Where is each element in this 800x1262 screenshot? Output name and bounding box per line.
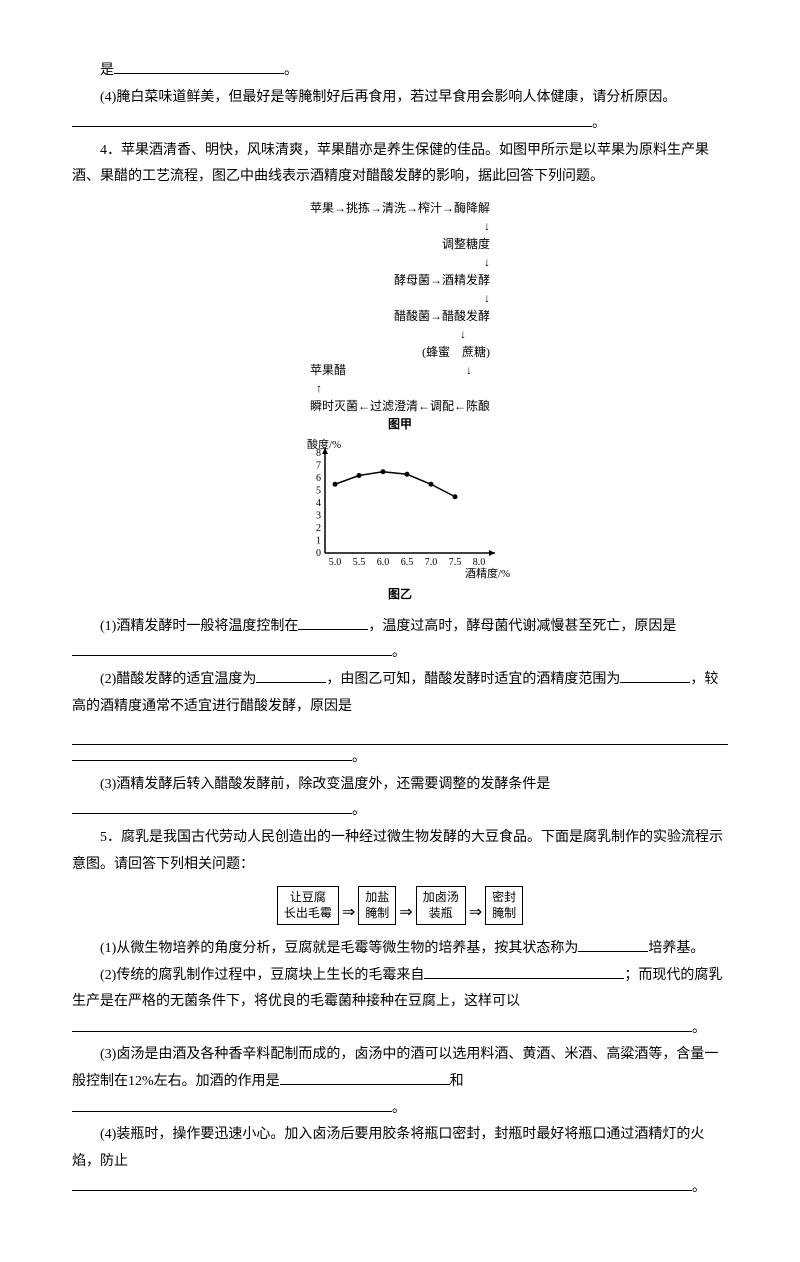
svg-text:0: 0: [316, 548, 321, 559]
header-line: 是。: [72, 58, 728, 85]
svg-text:5: 5: [316, 485, 321, 496]
caption-yi: 图乙: [72, 583, 728, 606]
s5q4: (4)装瓶时，操作要迅速小心。加入卤汤后要用胶条将瓶口密封，封瓶时最好将瓶口通过…: [72, 1122, 728, 1175]
sec5-intro: 5．腐乳是我国古代劳动人民创造出的一种经过微生物发酵的大豆食品。下面是腐乳制作的…: [72, 825, 728, 878]
txt: (4)腌白菜味道鲜美，但最好是等腌制好后再食用，若过早食用会影响人体健康，请分析…: [100, 90, 676, 105]
figure-flow5: 让豆腐长出毛霉⇒加盐腌制⇒加卤汤装瓶⇒密封腌制: [72, 886, 728, 928]
flow-r5: (蜂蜜 蔗糖): [310, 343, 490, 361]
txt: 。: [592, 116, 606, 131]
blank[interactable]: [72, 641, 392, 656]
blank[interactable]: [72, 112, 592, 127]
blank[interactable]: [72, 799, 352, 814]
svg-text:5.5: 5.5: [353, 557, 366, 568]
txt: 。: [284, 63, 298, 78]
flow-r2: 调整糖度: [310, 235, 490, 253]
s5q1: (1)从微生物培养的角度分析，豆腐就是毛霉等微生物的培养基，按其状态称为培养基。: [72, 936, 728, 963]
arrow-icon: ⇒: [396, 904, 415, 921]
svg-text:1: 1: [316, 535, 321, 546]
flow-r3l: 酵母菌→: [394, 273, 442, 287]
svg-text:2: 2: [316, 523, 321, 534]
box3: 加卤汤装瓶: [416, 886, 466, 925]
svg-text:5.0: 5.0: [329, 557, 342, 568]
svg-text:酒精度/%: 酒精度/%: [465, 566, 510, 580]
svg-text:8.0: 8.0: [473, 557, 486, 568]
s4q1: (1)酒精发酵时一般将温度控制在，温度过高时，酵母菌代谢减慢甚至死亡，原因是。: [72, 614, 728, 667]
blank[interactable]: [256, 668, 326, 683]
blank[interactable]: [114, 59, 284, 74]
blank[interactable]: [72, 746, 352, 761]
svg-text:6: 6: [316, 473, 321, 484]
box2: 加盐腌制: [358, 886, 396, 925]
blank[interactable]: [72, 1017, 692, 1032]
chart-yi: 8765432105.05.56.06.57.07.58.0酸度/%酒精度/%: [285, 433, 515, 583]
flow-r3r: 酒精发酵: [442, 273, 490, 287]
flow-r4l: 醋酸菌→: [394, 309, 442, 323]
s4q2: (2)醋酸发酵的适宜温度为，由图乙可知，醋酸发酵时适宜的酒精度范围为，较高的酒精…: [72, 667, 728, 720]
arrow-icon: ⇒: [466, 904, 485, 921]
svg-text:6.5: 6.5: [401, 557, 414, 568]
svg-text:4: 4: [316, 498, 321, 509]
q3-4: (4)腌白菜味道鲜美，但最好是等腌制好后再食用，若过早食用会影响人体健康，请分析…: [72, 85, 728, 138]
blank[interactable]: [620, 668, 690, 683]
blank-line[interactable]: [72, 730, 728, 745]
blank[interactable]: [424, 964, 624, 979]
svg-text:3: 3: [316, 510, 321, 521]
sec4-intro: 4．苹果酒清香、明快，风味清爽，苹果醋亦是养生保健的佳品。如图甲所示是以苹果为原…: [72, 138, 728, 191]
flow-r1: 苹果→挑拣→清洗→榨汁→酶降解: [310, 199, 490, 217]
blank[interactable]: [72, 1176, 692, 1191]
flow-r4r: 醋酸发酵: [442, 309, 490, 323]
box4: 密封腌制: [485, 886, 523, 925]
blank[interactable]: [280, 1070, 450, 1085]
svg-text:酸度/%: 酸度/%: [307, 437, 341, 451]
flow-r7: 瞬时灭菌←过滤澄清←调配←陈酿: [310, 397, 490, 415]
blank[interactable]: [298, 615, 368, 630]
flow-r6: 苹果醋: [310, 363, 346, 377]
s4q3: (3)酒精发酵后转入醋酸发酵前，除改变温度外，还需要调整的发酵条件是: [72, 772, 728, 799]
s5q2: (2)传统的腐乳制作过程中，豆腐块上生长的毛霉来自；而现代的腐乳生产是在严格的无…: [72, 963, 728, 1016]
txt: 是: [100, 63, 114, 78]
svg-text:7: 7: [316, 460, 321, 471]
caption-jia: 图甲: [310, 415, 490, 433]
blank[interactable]: [578, 937, 648, 952]
svg-text:6.0: 6.0: [377, 557, 390, 568]
arrow-icon: ⇒: [339, 904, 358, 921]
figure-jia: 苹果→挑拣→清洗→榨汁→酶降解 ↓ 调整糖度 ↓ 酵母菌→酒精发酵 ↓ 醋酸菌→…: [72, 199, 728, 606]
svg-text:7.0: 7.0: [425, 557, 438, 568]
blank[interactable]: [72, 1097, 392, 1112]
svg-text:7.5: 7.5: [449, 557, 462, 568]
s5q3: (3)卤汤是由酒及各种香辛料配制而成的，卤汤中的酒可以选用料酒、黄酒、米酒、高粱…: [72, 1042, 728, 1095]
box1: 让豆腐长出毛霉: [277, 886, 339, 925]
